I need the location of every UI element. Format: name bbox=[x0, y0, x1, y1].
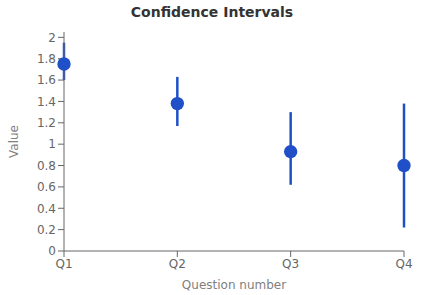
svg-text:1: 1 bbox=[48, 137, 56, 151]
svg-text:Value: Value bbox=[8, 125, 21, 158]
svg-text:0.6: 0.6 bbox=[37, 180, 56, 194]
svg-text:1.6: 1.6 bbox=[37, 73, 56, 87]
svg-text:Q1: Q1 bbox=[55, 257, 72, 271]
svg-text:0: 0 bbox=[48, 244, 56, 258]
svg-text:Q4: Q4 bbox=[395, 257, 412, 271]
svg-text:0.4: 0.4 bbox=[37, 202, 56, 216]
svg-text:0.2: 0.2 bbox=[37, 223, 56, 237]
svg-text:0.8: 0.8 bbox=[37, 159, 56, 173]
svg-text:Question number: Question number bbox=[182, 278, 286, 292]
svg-text:1.4: 1.4 bbox=[37, 95, 56, 109]
html-text:Confidence Intervals: Confidence Intervals bbox=[130, 4, 294, 20]
svg-text:Q3: Q3 bbox=[282, 257, 299, 271]
svg-text:Q2: Q2 bbox=[169, 257, 186, 271]
svg-text:1.8: 1.8 bbox=[37, 52, 56, 66]
svg-text:2: 2 bbox=[48, 31, 56, 45]
svg-text:1.2: 1.2 bbox=[37, 116, 56, 130]
